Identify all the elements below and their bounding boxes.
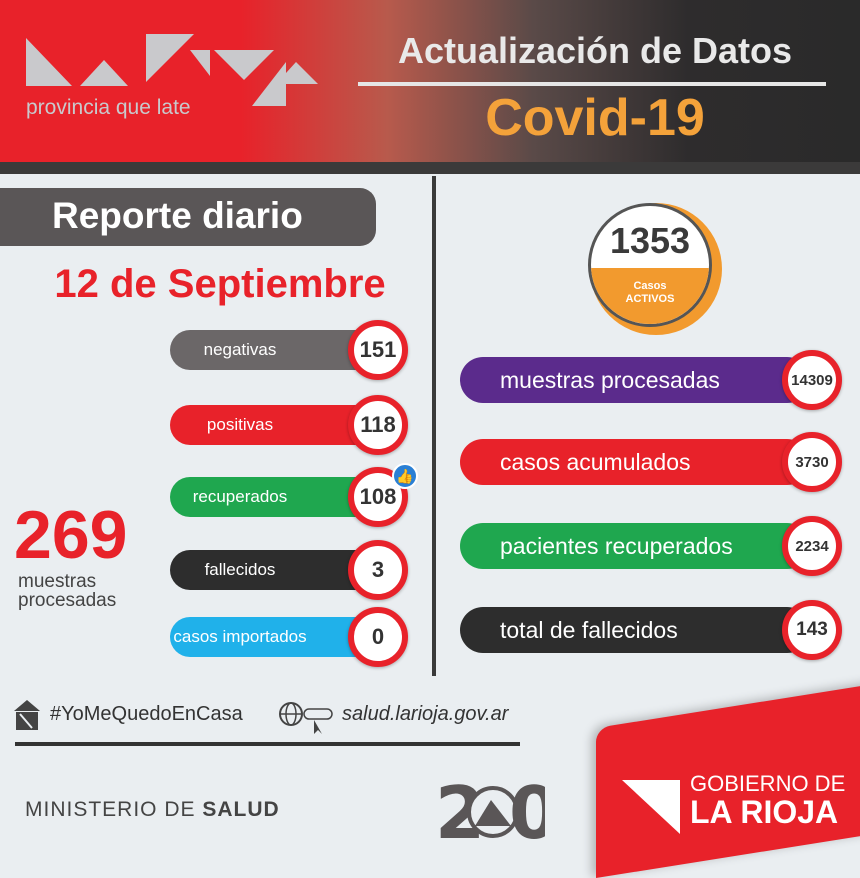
report-date: 12 de Septiembre xyxy=(54,262,386,306)
logo-tagline: provincia que late xyxy=(26,96,191,119)
government-name: GOBIERNO DE LA RIOJA xyxy=(690,771,846,830)
stat-value: 108 xyxy=(359,484,397,509)
government-logo-icon xyxy=(622,780,680,834)
stat-value: 14309 xyxy=(791,371,833,389)
svg-text:0: 0 xyxy=(509,772,545,844)
active-cases-value: 1353 xyxy=(609,220,691,261)
header-subtitle: Covid-19 xyxy=(485,89,705,147)
header-title: Actualización de Datos xyxy=(397,30,793,71)
stat-label: muestras procesadas xyxy=(500,366,720,393)
stat-pill-fallecidos: fallecidos xyxy=(170,550,380,590)
stat-value-circle: 118 xyxy=(348,395,408,455)
stat-value: 2234 xyxy=(795,537,829,555)
stat-label: recuperados xyxy=(192,487,288,506)
ministry-bold: SALUD xyxy=(202,798,280,821)
stat-value-circle: 3730 xyxy=(782,432,842,492)
stat-label: fallecidos xyxy=(204,560,276,579)
stat-pill-casos-importados: casos importados xyxy=(170,617,380,657)
stat-value: 151 xyxy=(359,337,397,362)
active-cases-badge: 1353 Casos ACTIVOS xyxy=(588,203,712,327)
stat-value: 143 xyxy=(796,619,828,640)
globe-www-icon xyxy=(279,702,333,734)
gov-line2: LA RIOJA xyxy=(690,794,839,830)
stat-label: positivas xyxy=(206,415,274,434)
stat-label: negativas xyxy=(203,340,277,359)
stat-value: 0 xyxy=(371,624,385,649)
report-title: Reporte diario xyxy=(0,188,376,246)
header-divider xyxy=(358,82,826,86)
website-link[interactable]: salud.larioja.gov.ar xyxy=(342,703,509,725)
anniversary-200-logo: 2 0 xyxy=(435,772,545,844)
stat-label: casos acumulados xyxy=(500,448,691,475)
active-cases-label: Casos ACTIVOS xyxy=(591,268,709,324)
stat-label: pacientes recuperados xyxy=(500,532,733,559)
stat-pill-positivas: positivas xyxy=(170,405,380,445)
samples-label-line2: procesadas xyxy=(18,590,117,611)
stat-label: total de fallecidos xyxy=(500,616,678,643)
stat-value-circle: 14309 xyxy=(782,350,842,410)
footer-divider xyxy=(15,742,520,746)
samples-count: 269 xyxy=(14,497,128,573)
stat-pill-pacientes-recuperados: pacientes recuperados xyxy=(460,523,810,569)
la-rioja-logo xyxy=(26,34,318,106)
stat-value-circle: 151 xyxy=(348,320,408,380)
stat-value-circle: 2234 xyxy=(782,516,842,576)
stat-value: 3730 xyxy=(795,453,829,471)
stat-label: casos importados xyxy=(173,627,307,646)
active-label-line2: ACTIVOS xyxy=(625,293,675,305)
stat-value: 3 xyxy=(371,557,385,582)
gov-line1: GOBIERNO DE xyxy=(690,771,846,796)
column-divider xyxy=(432,176,436,676)
thumbs-up-icon: 👍 xyxy=(392,463,418,489)
house-icon xyxy=(14,700,40,730)
stat-pill-negativas: negativas xyxy=(170,330,380,370)
stat-pill-casos-acumulados: casos acumulados xyxy=(460,439,810,485)
stat-pill-muestras-procesadas: muestras procesadas xyxy=(460,357,810,403)
stat-value-circle: 143 xyxy=(782,600,842,660)
header-strip xyxy=(0,162,860,174)
header-banner xyxy=(0,0,860,162)
samples-label: muestras procesadas xyxy=(18,572,116,610)
ministry-label: MINISTERIO DE SALUD xyxy=(25,798,280,822)
stat-value-circle: 0 xyxy=(348,607,408,667)
stat-value-circle: 3 xyxy=(348,540,408,600)
ministry-prefix: MINISTERIO DE xyxy=(25,798,203,821)
stat-pill-recuperados: recuperados xyxy=(170,477,380,517)
stat-value: 118 xyxy=(360,412,396,437)
stat-pill-total-de-fallecidos: total de fallecidos xyxy=(460,607,810,653)
active-label-line1: Casos xyxy=(633,280,667,292)
samples-label-line1: muestras xyxy=(18,571,97,592)
hashtag: #YoMeQuedoEnCasa xyxy=(50,703,243,725)
